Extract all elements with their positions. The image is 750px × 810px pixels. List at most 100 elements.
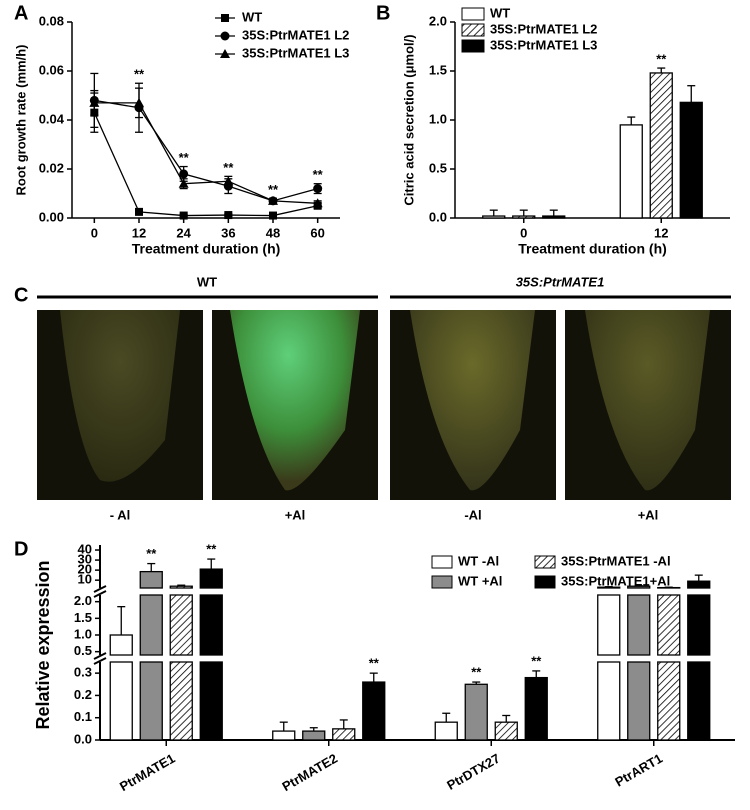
point [313, 184, 323, 194]
panel-label: D [14, 538, 28, 560]
legend-label: WT +Al [458, 573, 502, 588]
x-tick-label: 0 [520, 225, 527, 240]
axis-break [93, 590, 107, 598]
point [179, 169, 189, 179]
bar [332, 728, 356, 741]
bar [679, 101, 703, 219]
point [134, 97, 144, 107]
legend-swatch [534, 555, 556, 569]
bar [524, 676, 548, 741]
group-label: 35S:PtrMATE1 [516, 274, 605, 289]
y-tick-label: 0.2 [74, 687, 92, 702]
legend-marker [221, 14, 229, 22]
y-tick-label: 0.1 [74, 709, 92, 724]
y-tick-label: 1.5 [429, 62, 447, 77]
x-tick-label: 12 [654, 225, 668, 240]
root [410, 310, 535, 491]
x-tick-label: 0 [91, 225, 98, 240]
point [178, 178, 189, 188]
annotation: ** [134, 67, 145, 82]
y-axis-label: Citric acid secretion (μmol/) [401, 34, 416, 205]
point [89, 97, 100, 107]
x-tick-label: 24 [176, 225, 191, 240]
y-tick-label: 0.08 [39, 13, 64, 28]
legend-label: 35S:PtrMATE1 L2 [490, 21, 597, 36]
point [268, 195, 278, 205]
bar [619, 124, 643, 219]
root [230, 310, 360, 491]
panel-c: C WT 35S:PtrMATE1 - Al +Al -Al +Al [14, 274, 731, 522]
point [179, 211, 188, 220]
bar [109, 634, 133, 656]
bar [434, 721, 458, 741]
y-tick-label: 0.5 [74, 643, 92, 658]
legend-label: 35S:PtrMATE1 -Al [561, 553, 671, 568]
bar [512, 215, 536, 219]
y-tick-label: 10 [78, 572, 92, 587]
y-tick-label: 2.0 [74, 593, 92, 608]
image-label: +Al [285, 507, 306, 522]
x-tick-label: 60 [310, 225, 324, 240]
annotation: ** [179, 150, 190, 165]
bar [169, 661, 193, 741]
series-line [93, 112, 318, 217]
annotation: ** [369, 656, 380, 671]
x-tick-label: PtrDTX27 [444, 751, 502, 793]
bar [464, 683, 488, 741]
series-line [94, 102, 318, 204]
point [223, 176, 234, 186]
annotation: ** [471, 664, 482, 679]
legend-swatch [534, 575, 556, 589]
legend-label: 35S:PtrMATE1 L3 [242, 45, 349, 60]
group-label: WT [197, 274, 217, 289]
axis-break [93, 657, 107, 665]
legend-swatch [431, 575, 453, 589]
bar [169, 585, 193, 589]
bar [199, 661, 223, 741]
axis-break [93, 585, 107, 593]
bar [139, 594, 163, 656]
annotation: ** [268, 182, 279, 197]
x-tick-label: PtrMATE1 [117, 751, 177, 795]
y-axis-label: Root growth rate (mm/h) [13, 45, 28, 196]
bar [199, 568, 223, 589]
bar [627, 661, 651, 741]
point [312, 198, 323, 208]
annotation: ** [656, 51, 667, 66]
point [269, 211, 277, 220]
legend-marker [220, 49, 230, 58]
annotation: ** [313, 167, 324, 182]
bar [494, 721, 518, 741]
image-label: -Al [464, 507, 481, 522]
legend-swatch [461, 7, 485, 21]
y-tick-label: 20 [78, 562, 92, 577]
series-line [94, 99, 318, 202]
y-tick-label: 0.04 [39, 111, 65, 126]
bar [597, 661, 621, 741]
panel-label: A [14, 2, 28, 24]
annotation: ** [146, 546, 157, 561]
x-tick-label: 48 [266, 225, 280, 240]
annotation: ** [531, 653, 542, 668]
y-tick-label: 1.5 [74, 610, 92, 625]
x-tick-label: PtrMATE2 [280, 751, 340, 795]
legend-label: WT -Al [458, 553, 499, 568]
bar [597, 594, 621, 656]
y-tick-label: 0.3 [74, 665, 92, 680]
bar [482, 215, 506, 219]
legend-label: WT [490, 5, 510, 20]
bar [139, 570, 163, 589]
y-tick-label: 2.0 [429, 13, 447, 28]
bar [362, 681, 386, 741]
x-tick-label: PtrART1 [612, 751, 665, 790]
bar [139, 661, 163, 741]
bar [657, 594, 681, 656]
image-label: +Al [638, 507, 659, 522]
y-axis-label: Relative expression [33, 560, 53, 729]
bar [169, 594, 193, 656]
y-tick-label: 0.00 [39, 209, 64, 224]
y-tick-label: 0.06 [39, 62, 64, 77]
point [224, 211, 233, 220]
y-tick-label: 30 [78, 552, 92, 567]
